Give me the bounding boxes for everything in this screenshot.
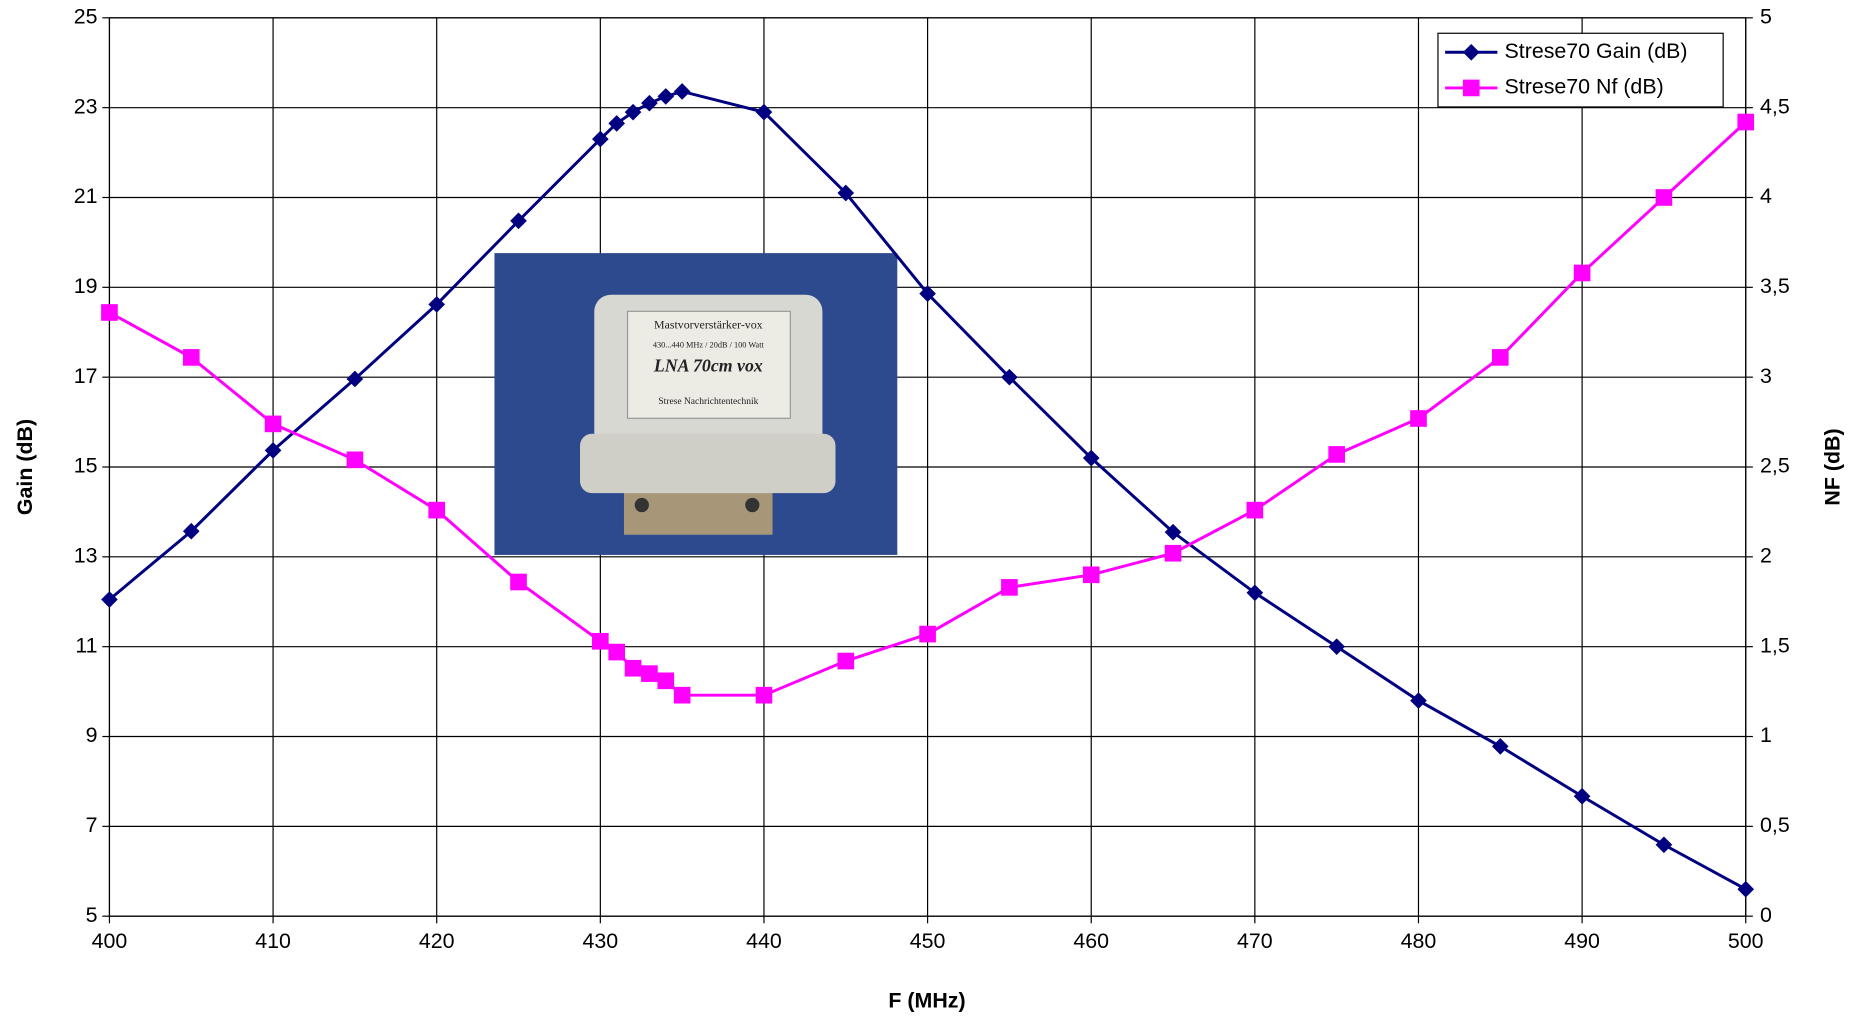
y2-tick-label: 4,5 (1760, 94, 1790, 118)
legend-marker (1462, 79, 1480, 97)
marker (624, 659, 642, 677)
plot-frame (108, 17, 1747, 917)
x-tick-label: 440 (746, 929, 782, 953)
marker (1246, 501, 1264, 519)
y-tick-label: 7 (86, 813, 98, 837)
marker (1737, 880, 1755, 898)
photo-text: 430...440 MHz / 20dB / 100 Watt (653, 341, 765, 350)
x-tick-label: 470 (1237, 929, 1273, 953)
marker (641, 94, 658, 112)
marker (641, 665, 658, 682)
y2-tick-label: 1,5 (1760, 633, 1790, 657)
x-tick-label: 430 (582, 929, 618, 953)
y-tick-label: 25 (74, 4, 98, 28)
marker (919, 625, 936, 643)
marker (346, 451, 364, 469)
photo-inset: Mastvorverstärker-vox 430...440 MHz / 20… (494, 253, 898, 555)
marker (101, 591, 118, 608)
y2-tick-label: 3,5 (1760, 274, 1790, 298)
marker (1737, 113, 1755, 131)
x-tick-label: 480 (1401, 929, 1437, 953)
marker (592, 632, 609, 650)
marker (1573, 264, 1591, 282)
marker (1410, 410, 1427, 427)
marker (1164, 523, 1182, 541)
y-tick-label: 17 (74, 364, 98, 388)
marker (182, 349, 200, 366)
marker (673, 686, 691, 704)
marker (264, 415, 282, 433)
y-tick-label: 13 (74, 543, 98, 567)
marker (837, 184, 855, 202)
y-tick-label: 9 (86, 723, 98, 747)
y2-tick-label: 0,5 (1760, 813, 1790, 837)
y2-tick-label: 2 (1760, 543, 1772, 567)
marker (1246, 584, 1264, 602)
x-tick-label: 420 (419, 929, 455, 953)
marker (1655, 189, 1673, 206)
legend-label: Strese70 Nf (dB) (1505, 75, 1664, 99)
marker (1491, 349, 1509, 366)
marker (428, 501, 446, 519)
marker (1655, 836, 1673, 854)
y2-tick-label: 1 (1760, 723, 1772, 747)
y-tick-label: 11 (75, 633, 97, 657)
marker (673, 83, 691, 100)
x-axis-title: F (MHz) (888, 988, 965, 1012)
marker (1082, 566, 1100, 584)
photo-text: Mastvorverstärker-vox (654, 317, 763, 331)
marker (1328, 446, 1345, 463)
photo-text: Strese Nachrichtentechnik (658, 397, 758, 407)
legend-box (1437, 32, 1724, 108)
marker (755, 686, 773, 704)
x-tick-label: 490 (1564, 929, 1600, 953)
y-tick-label: 15 (74, 454, 98, 478)
y2-tick-label: 3 (1760, 364, 1772, 388)
legend-marker (1462, 43, 1480, 61)
marker (1410, 692, 1427, 709)
marker (608, 643, 626, 661)
y2-axis-title: NF (dB) (1820, 428, 1844, 505)
x-tick-label: 460 (1073, 929, 1109, 953)
x-tick-label: 400 (92, 929, 128, 953)
y-axis-title: Gain (dB) (13, 419, 37, 515)
marker (919, 285, 936, 302)
photo-label (626, 310, 791, 419)
marker (657, 672, 675, 690)
y-tick-label: 19 (74, 274, 98, 298)
x-tick-label: 410 (255, 929, 291, 953)
photo-screw (745, 497, 760, 513)
marker (101, 304, 118, 321)
marker (1164, 544, 1182, 562)
x-tick-label: 500 (1728, 929, 1764, 953)
y2-tick-label: 5 (1760, 4, 1772, 28)
marker (1328, 638, 1345, 655)
marker (1491, 738, 1509, 755)
photo-text: LNA 70cm vox (653, 355, 763, 375)
marker (624, 103, 642, 121)
marker (1001, 368, 1018, 386)
marker (755, 103, 773, 121)
photo-screw (634, 497, 649, 513)
marker (510, 573, 527, 591)
marker (837, 652, 855, 670)
y-tick-label: 5 (86, 903, 98, 927)
y2-tick-label: 2,5 (1760, 454, 1790, 478)
marker (1001, 579, 1018, 596)
y-tick-label: 23 (74, 94, 98, 118)
marker (182, 522, 200, 540)
photo-lid (580, 433, 836, 494)
marker (657, 88, 675, 105)
marker (592, 130, 609, 148)
y2-tick-label: 0 (1760, 903, 1772, 927)
marker (608, 115, 626, 132)
x-tick-label: 450 (910, 929, 946, 953)
legend-label: Strese70 Gain (dB) (1505, 39, 1688, 63)
y-tick-label: 21 (74, 184, 98, 208)
y2-tick-label: 4 (1760, 184, 1772, 208)
marker (1573, 787, 1591, 805)
